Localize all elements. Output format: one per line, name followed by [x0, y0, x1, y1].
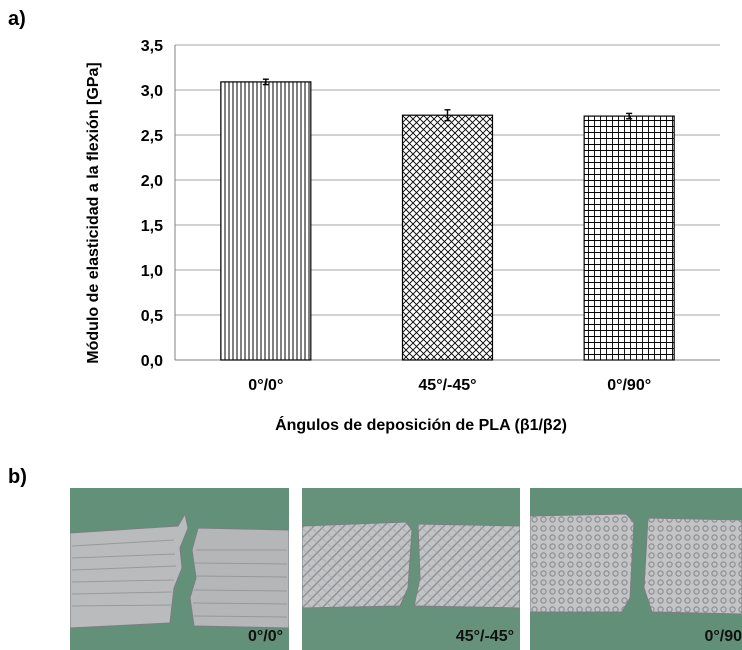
bar-2	[401, 114, 494, 361]
x-axis-title: Ángulos de deposición de PLA (β1/β2)	[275, 415, 567, 434]
bar-1	[220, 81, 312, 361]
y-tick-label: 1,5	[141, 218, 163, 235]
specimen-image-1	[70, 488, 289, 650]
bar-chart: 0,0 0,5 1,0 1,5 2,0 2,5 3,0 3,5 0°/0° 45°/-45° 0°/…	[85, 38, 720, 434]
photo-specimen-3: 0°/90	[530, 488, 742, 650]
x-tick-label: 0°/0°	[248, 377, 283, 394]
error-bar-2	[444, 109, 451, 122]
panel-a-label: a)	[8, 8, 26, 30]
y-tick-label: 3,0	[141, 83, 163, 100]
photo-label-3: 0°/90	[704, 628, 742, 645]
specimen-image-3	[530, 488, 742, 650]
specimen-image-2	[302, 488, 520, 650]
y-tick-label: 2,0	[141, 173, 163, 190]
error-bar-1	[262, 78, 269, 86]
tick-labels: 0,0 0,5 1,0 1,5 2,0 2,5 3,0 3,5 0°/0° 45°/-45° 0°/…	[141, 38, 651, 394]
y-tick-label: 0,0	[141, 353, 163, 370]
x-tick-label: 0°/90°	[607, 377, 651, 394]
y-tick-label: 3,5	[141, 38, 163, 55]
photo-label-1: 0°/0°	[247, 628, 283, 645]
x-tick-label: 45°/-45°	[418, 377, 476, 394]
y-axis-title: Módulo de elasticidad a la flexión [GPa]	[85, 62, 102, 363]
bars	[220, 78, 675, 361]
photo-label-2: 45°/-45°	[455, 628, 514, 645]
y-tick-label: 0,5	[141, 308, 163, 325]
panel-b-label: b)	[8, 466, 27, 488]
photo-specimen-2: 45°/-45°	[302, 488, 520, 650]
bar-3	[583, 115, 675, 361]
photo-specimen-1: 0°/0°	[70, 488, 289, 650]
error-bar-3	[626, 112, 633, 120]
y-tick-label: 2,5	[141, 128, 163, 145]
y-tick-label: 1,0	[141, 263, 163, 280]
